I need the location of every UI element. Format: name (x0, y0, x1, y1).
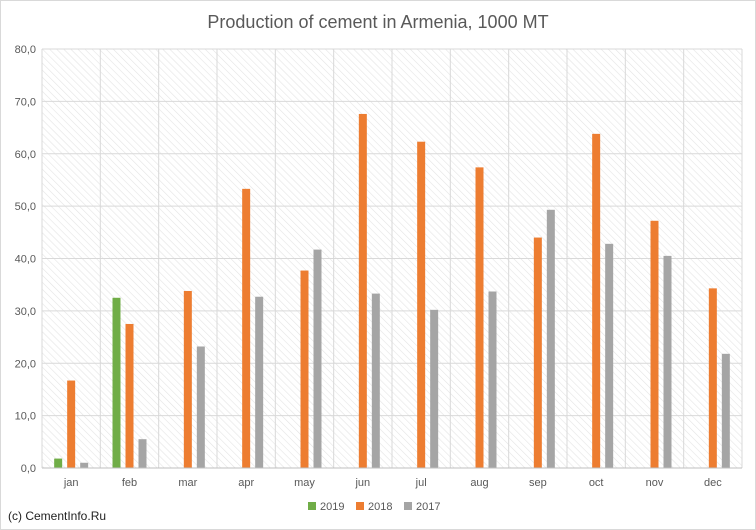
bar-2017-jan (80, 462, 89, 468)
bars (54, 113, 730, 469)
bar-2018-dec (708, 288, 717, 468)
x-tick-label: dec (704, 477, 722, 489)
x-tick-label: mar (178, 477, 197, 489)
bar-2019-feb (112, 297, 121, 468)
bar-2017-aug (488, 291, 497, 468)
y-tick-label: 10,0 (15, 411, 36, 423)
bar-2017-may (313, 249, 322, 468)
y-tick-label: 0,0 (21, 463, 36, 475)
y-tick-label: 50,0 (15, 201, 36, 213)
y-tick-label: 80,0 (15, 44, 36, 56)
legend-label-2019: 2019 (320, 501, 344, 513)
bar-2018-oct (592, 133, 601, 468)
bar-2017-dec (721, 353, 730, 468)
bar-2018-may (300, 270, 309, 468)
bar-2017-oct (605, 243, 614, 468)
legend-label-2018: 2018 (368, 501, 392, 513)
legend-swatch-2018 (356, 502, 364, 510)
bar-2018-sep (533, 237, 542, 468)
bar-2018-apr (242, 188, 251, 468)
bar-2018-aug (475, 167, 484, 468)
x-tick-label: nov (646, 477, 664, 489)
legend-label-2017: 2017 (416, 501, 440, 513)
bar-2018-mar (183, 290, 192, 468)
x-tick-label: aug (470, 477, 488, 489)
bar-2017-sep (546, 209, 555, 468)
x-tick-label: jul (415, 477, 427, 489)
y-tick-label: 40,0 (15, 254, 36, 266)
bar-2017-jul (430, 309, 439, 468)
x-tick-label: feb (122, 477, 137, 489)
bar-2018-nov (650, 220, 659, 468)
bar-2017-apr (255, 296, 264, 468)
x-tick-label: apr (238, 477, 254, 489)
bar-2018-jun (358, 113, 367, 468)
legend: 2019 2018 2017 (308, 501, 440, 513)
x-tick-label: oct (589, 477, 604, 489)
legend-swatch-2017 (404, 502, 412, 510)
bar-2019-jan (54, 458, 63, 468)
x-tick-label: jan (63, 477, 79, 489)
x-tick-label: may (294, 477, 315, 489)
bar-2017-jun (371, 293, 380, 468)
bar-2017-nov (663, 255, 672, 468)
x-tick-label: sep (529, 477, 547, 489)
y-tick-label: 30,0 (15, 306, 36, 318)
legend-swatch-2019 (308, 502, 316, 510)
bar-2018-jul (417, 141, 426, 469)
axes: 0,0 10,0 20,0 30,0 40,0 50,0 60,0 70,0 80,0 jan fe… (15, 44, 742, 489)
y-tick-label: 60,0 (15, 149, 36, 161)
y-tick-label: 70,0 (15, 96, 36, 108)
x-tick-label: jun (354, 477, 370, 489)
y-tick-label: 20,0 (15, 358, 36, 370)
bar-2018-feb (125, 323, 134, 468)
chart-title: Production of cement in Armenia, 1000 MT (207, 12, 548, 32)
bar-2017-mar (196, 346, 205, 468)
gridlines (41, 48, 743, 469)
source-note: (c) CementInfo.Ru (8, 509, 106, 523)
bar-2018-jan (67, 380, 76, 468)
bar-2017-feb (138, 439, 147, 468)
